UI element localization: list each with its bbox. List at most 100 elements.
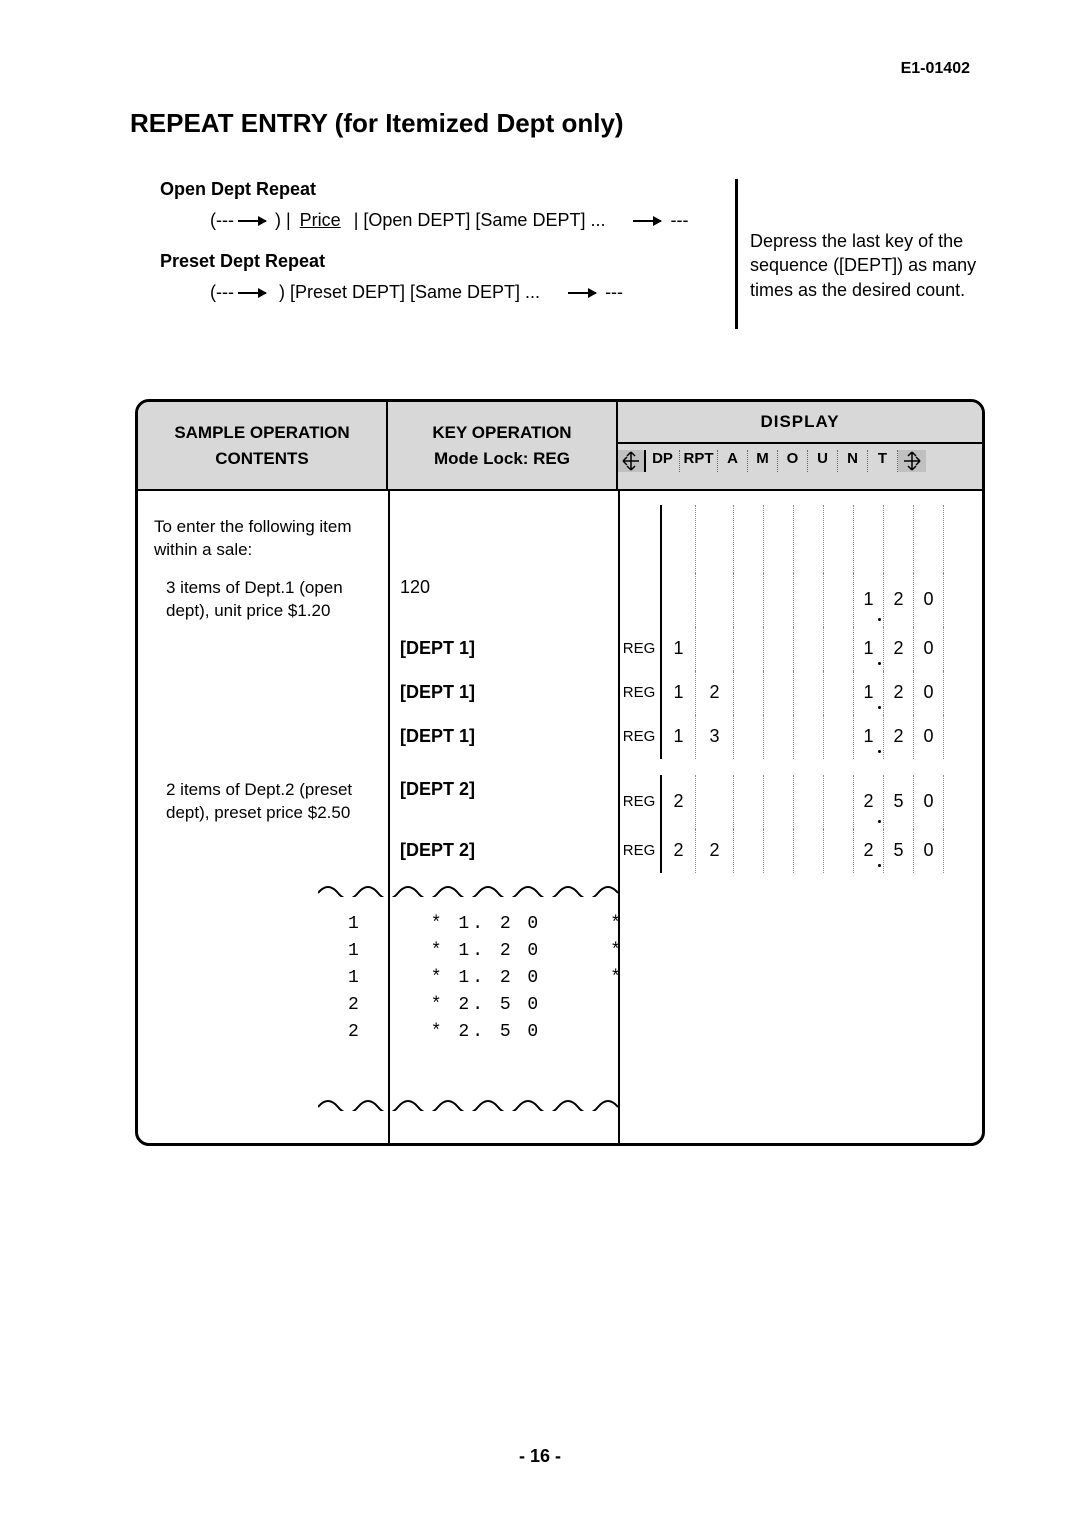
cell-key: 120: [388, 573, 618, 602]
display-digit: REG: [618, 715, 662, 759]
note-text: Depress the last key of the sequence ([D…: [750, 231, 976, 300]
display-digit: 0: [914, 775, 944, 829]
display-digit: [764, 573, 794, 627]
display-digit: [944, 505, 972, 573]
display-digit: 2: [884, 573, 914, 627]
table-header: SAMPLE OPERATION CONTENTS KEY OPERATION …: [138, 402, 982, 489]
display-digit: 0: [914, 715, 944, 759]
cell-key: [DEPT 1]: [388, 634, 618, 663]
cell-contents: To enter the following item within a sal…: [138, 512, 388, 566]
display-digit: [914, 505, 944, 573]
col-rpt: RPT: [680, 450, 718, 472]
display-digit: [696, 775, 734, 829]
display-digit: 1: [854, 715, 884, 759]
display-digit: [824, 573, 854, 627]
display-digit: [764, 715, 794, 759]
cell-key: [DEPT 1]: [388, 722, 618, 751]
cell-display: 120: [618, 573, 982, 627]
display-digit: [824, 715, 854, 759]
display-digit: 3: [696, 715, 734, 759]
display-digit: 0: [914, 627, 944, 671]
cell-contents: 2 items of Dept.2 (preset dept), preset …: [138, 775, 388, 829]
display-digit: [764, 671, 794, 715]
price-underline: Price: [300, 210, 341, 231]
display-digit: 5: [884, 775, 914, 829]
receipt-line: 1 * 1. 2 0 *: [348, 911, 598, 938]
display-digit: [854, 505, 884, 573]
cell-display: REG22250: [618, 829, 982, 873]
display-digit: [734, 775, 764, 829]
col-n: N: [838, 450, 868, 472]
display-digit: [734, 829, 764, 873]
header-display-cols: DP RPT A M O U N T: [618, 444, 982, 476]
display-digit: [734, 627, 764, 671]
syntax-block: Open Dept Repeat (--- ) | Price | [Open …: [160, 179, 990, 329]
display-digit: [794, 829, 824, 873]
display-digit: [794, 715, 824, 759]
display-digit: [696, 573, 734, 627]
display-digit: [764, 505, 794, 573]
arrow-left-icon: [618, 450, 646, 472]
header-contents: SAMPLE OPERATION CONTENTS: [138, 402, 388, 489]
col-m: M: [748, 450, 778, 472]
display-digit: [944, 829, 972, 873]
cell-display: REG13120: [618, 715, 982, 759]
col-dp: DP: [646, 450, 680, 472]
display-digit: [734, 715, 764, 759]
display-digit: REG: [618, 627, 662, 671]
display-digit: 2: [662, 829, 696, 873]
table-row: To enter the following item within a sal…: [138, 505, 982, 573]
receipt-line: 1 * 1. 2 0 *: [348, 938, 598, 965]
cell-display: REG12120: [618, 671, 982, 715]
col-u: U: [808, 450, 838, 472]
display-digit: 0: [914, 671, 944, 715]
display-digit: [944, 627, 972, 671]
table-row: 3 items of Dept.1 (open dept), unit pric…: [138, 573, 982, 627]
preset-dept-syntax: (--- ) [Preset DEPT] [Same DEPT] ... ---: [210, 282, 727, 303]
cell-display: REG2250: [618, 775, 982, 829]
table-row: [DEPT 1]REG13120: [138, 715, 982, 759]
receipt-line: 1 * 1. 2 0 *: [348, 965, 598, 992]
preset-rest: ) [Preset DEPT] [Same DEPT] ...: [279, 282, 540, 303]
cell-key: [DEPT 1]: [388, 678, 618, 707]
display-digit: REG: [618, 829, 662, 873]
col-a: A: [718, 450, 748, 472]
display-digit: [944, 775, 972, 829]
display-digit: 1: [854, 627, 884, 671]
display-digit: 2: [696, 829, 734, 873]
display-digit: [794, 627, 824, 671]
display-digit: [794, 775, 824, 829]
display-digit: REG: [618, 671, 662, 715]
header-key-l1: KEY OPERATION: [396, 420, 608, 446]
page-title: REPEAT ENTRY (for Itemized Dept only): [130, 108, 990, 139]
display-digit: [618, 573, 662, 627]
display-digit: [884, 505, 914, 573]
display-digit: [824, 505, 854, 573]
display-digit: 2: [854, 829, 884, 873]
display-digit: [696, 627, 734, 671]
dash-trail: ---: [600, 282, 623, 303]
table-row: [DEPT 2]REG22250: [138, 829, 982, 873]
display-digit: [734, 671, 764, 715]
display-digit: 0: [914, 573, 944, 627]
display-digit: [824, 829, 854, 873]
display-digit: [734, 505, 764, 573]
cell-contents: [138, 645, 388, 653]
display-digit: [696, 505, 734, 573]
display-digit: [764, 627, 794, 671]
dash-trail: ---: [665, 210, 688, 231]
table-row: [DEPT 1]REG12120: [138, 671, 982, 715]
arrow-right-icon: [898, 450, 926, 472]
preset-dept-heading: Preset Dept Repeat: [160, 251, 727, 272]
display-digit: [734, 573, 764, 627]
cell-contents: [138, 847, 388, 855]
display-digit: 2: [662, 775, 696, 829]
display-digit: [794, 573, 824, 627]
cell-display: REG1120: [618, 627, 982, 671]
display-digit: 2: [884, 627, 914, 671]
wavy-top-icon: [318, 879, 628, 897]
paren-pipe: ) |: [270, 210, 296, 231]
display-digit: [618, 505, 662, 573]
vertical-divider: [735, 179, 738, 329]
display-digit: 2: [884, 715, 914, 759]
